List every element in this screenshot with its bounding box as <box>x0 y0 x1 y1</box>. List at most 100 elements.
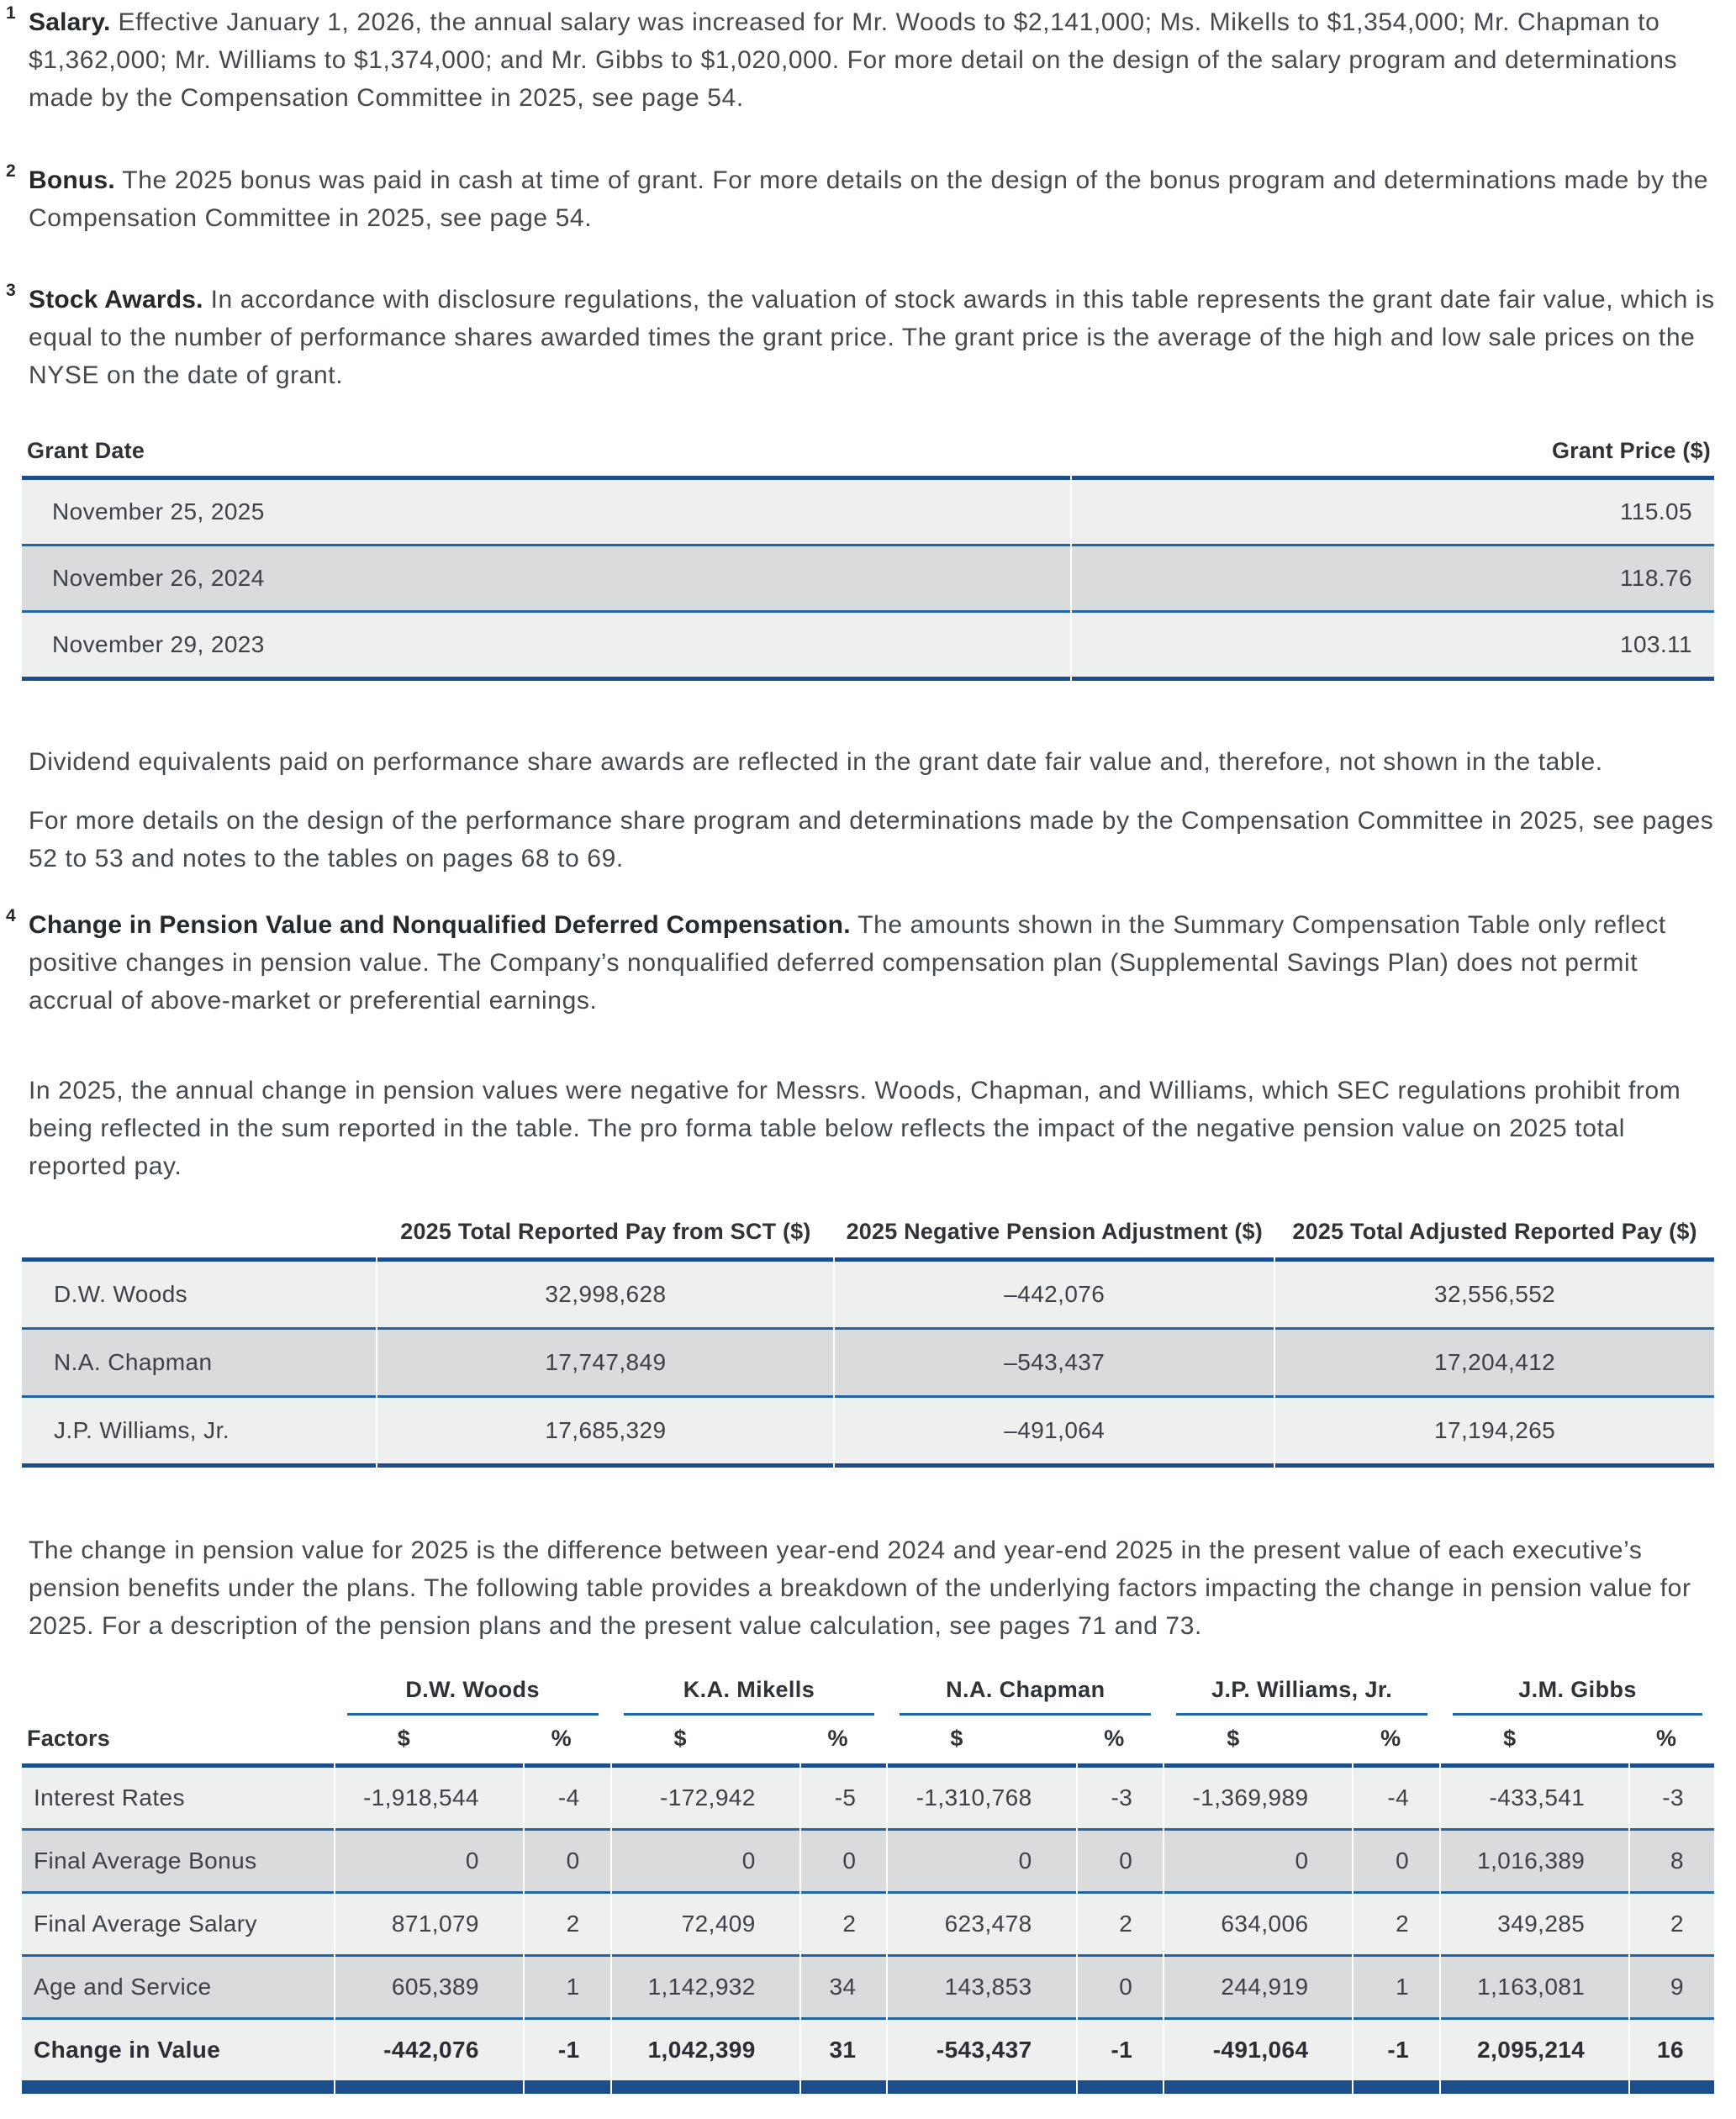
percent-value-cell: 34 <box>800 1957 887 2020</box>
percent-value-cell: 2 <box>800 1894 887 1957</box>
dollar-value-cell: 1,163,081 <box>1441 1957 1629 2020</box>
percent-value-cell: 8 <box>1630 1831 1714 1894</box>
percent-value-cell: 0 <box>1077 1831 1163 1894</box>
pro-forma-adjusted-header: 2025 Total Adjusted Reported Pay ($) <box>1275 1209 1714 1262</box>
dollar-value-cell: -543,437 <box>888 2020 1076 2094</box>
percent-value-cell: -4 <box>524 1768 610 1831</box>
dollar-value-cell: -1,369,989 <box>1164 1768 1353 1831</box>
percent-unit-header: % <box>800 1716 887 1768</box>
footnote-4-superscript: 4 <box>6 906 16 925</box>
executive-name-cell: J.P. Williams, Jr. <box>22 1398 377 1468</box>
grant-price-cell: 103.11 <box>1071 613 1714 681</box>
percent-unit-header: % <box>1353 1716 1440 1768</box>
sct-pay-cell: 17,685,329 <box>377 1398 834 1468</box>
grant-date-cell: November 29, 2023 <box>22 613 1070 681</box>
adjustment-cell: –442,076 <box>835 1262 1274 1330</box>
table-row: Interest Rates -1,918,544 -4 -172,942 -5… <box>22 1768 1714 1831</box>
percent-value-cell: 0 <box>524 1831 610 1894</box>
table-row: Final Average Salary 871,079 2 72,409 2 … <box>22 1894 1714 1957</box>
grant-date-column-header: Grant Date <box>22 436 1070 480</box>
dollar-value-cell: 0 <box>888 1831 1076 1894</box>
percent-value-cell: -5 <box>800 1768 887 1831</box>
factor-label-cell: Age and Service <box>22 1957 334 2020</box>
dollar-value-cell: -442,076 <box>335 2020 523 2094</box>
dollar-value-cell: -491,064 <box>1164 2020 1353 2094</box>
pro-forma-pay-table: 2025 Total Reported Pay from SCT ($) 202… <box>20 1209 1716 1468</box>
percent-value-cell: -3 <box>1077 1768 1163 1831</box>
percent-value-cell: 1 <box>1353 1957 1440 2020</box>
dollar-value-cell: 349,285 <box>1441 1894 1629 1957</box>
table-row: November 25, 2025 115.05 <box>22 480 1714 546</box>
dollar-value-cell: 1,042,399 <box>611 2020 799 2094</box>
dollar-value-cell: -1,918,544 <box>335 1768 523 1831</box>
dollar-value-cell: -172,942 <box>611 1768 799 1831</box>
percent-value-cell: -1 <box>524 2020 610 2094</box>
unit-header-row: Factors $ % $ % $ % $ % $ % <box>22 1716 1714 1768</box>
footnote-4-paragraph: Change in Pension Value and Nonqualified… <box>29 906 1716 1020</box>
footnote-2-bonus: 2 Bonus. The 2025 bonus was paid in cash… <box>6 161 1716 237</box>
percent-value-cell: 2 <box>1630 1894 1714 1957</box>
pension-factors-table: D.W. Woods K.A. Mikells N.A. Chapman J.P… <box>20 1675 1716 2094</box>
dollar-value-cell: 623,478 <box>888 1894 1076 1957</box>
dollar-value-cell: 0 <box>335 1831 523 1894</box>
footnote-4-pension: 4 Change in Pension Value and Nonqualifi… <box>6 906 1716 1020</box>
percent-unit-header: % <box>1630 1716 1714 1768</box>
dividend-equivalents-paragraph: Dividend equivalents paid on performance… <box>29 748 1603 776</box>
executive-group-header-row: D.W. Woods K.A. Mikells N.A. Chapman J.P… <box>22 1675 1714 1716</box>
change-in-value-total-row: Change in Value -442,076 -1 1,042,399 31… <box>22 2020 1714 2094</box>
footnote-3-stock-awards: 3 Stock Awards. In accordance with discl… <box>6 281 1716 394</box>
percent-value-cell: 9 <box>1630 1957 1714 2020</box>
dollar-value-cell: 0 <box>1164 1831 1353 1894</box>
table-row: D.W. Woods 32,998,628 –442,076 32,556,55… <box>22 1262 1714 1330</box>
footnote-1-text: Effective January 1, 2026, the annual sa… <box>29 8 1678 112</box>
grant-date-cell: November 25, 2025 <box>22 480 1070 546</box>
percent-value-cell: 1 <box>524 1957 610 2020</box>
pro-forma-adjustment-header: 2025 Negative Pension Adjustment ($) <box>835 1209 1274 1262</box>
factor-label-cell: Final Average Salary <box>22 1894 334 1957</box>
percent-value-cell: -3 <box>1630 1768 1714 1831</box>
performance-share-details-paragraph: For more details on the design of the pe… <box>29 807 1714 872</box>
factors-column-header: Factors <box>22 1716 334 1768</box>
grant-price-cell: 115.05 <box>1071 480 1714 546</box>
percent-value-cell: 2 <box>1077 1894 1163 1957</box>
footnote-1-superscript: 1 <box>6 3 16 23</box>
dollar-value-cell: 0 <box>611 1831 799 1894</box>
table-row: November 26, 2024 118.76 <box>22 546 1714 613</box>
dollar-value-cell: 1,016,389 <box>1441 1831 1629 1894</box>
percent-value-cell: -1 <box>1077 2020 1163 2094</box>
dollar-unit-header: $ <box>611 1716 799 1768</box>
percent-unit-header: % <box>524 1716 610 1768</box>
executive-name-cell: N.A. Chapman <box>22 1330 377 1398</box>
footnote-3-text: In accordance with disclosure regulation… <box>29 286 1715 389</box>
percent-value-cell: -1 <box>1353 2020 1440 2094</box>
dollar-value-cell: -433,541 <box>1441 1768 1629 1831</box>
grant-table-header-row: Grant Date Grant Price ($) <box>22 436 1714 480</box>
executive-group-header: D.W. Woods <box>335 1675 610 1716</box>
adjusted-pay-cell: 17,194,265 <box>1275 1398 1714 1468</box>
adjusted-pay-cell: 17,204,412 <box>1275 1330 1714 1398</box>
percent-value-cell: 2 <box>1353 1894 1440 1957</box>
footnote-2-paragraph: Bonus. The 2025 bonus was paid in cash a… <box>29 161 1716 237</box>
percent-value-cell: 0 <box>1353 1831 1440 1894</box>
adjusted-pay-cell: 32,556,552 <box>1275 1262 1714 1330</box>
dollar-value-cell: 72,409 <box>611 1894 799 1957</box>
footnote-4-term: Change in Pension Value and Nonqualified… <box>29 911 851 939</box>
dollar-value-cell: 143,853 <box>888 1957 1076 2020</box>
footnote-2-text: The 2025 bonus was paid in cash at time … <box>29 166 1709 232</box>
footnote-3-superscript: 3 <box>6 281 16 300</box>
dollar-value-cell: 1,142,932 <box>611 1957 799 2020</box>
percent-value-cell: 0 <box>800 1831 887 1894</box>
dollar-unit-header: $ <box>1164 1716 1353 1768</box>
table-row: November 29, 2023 103.11 <box>22 613 1714 681</box>
factor-label-cell: Interest Rates <box>22 1768 334 1831</box>
dollar-unit-header: $ <box>1441 1716 1629 1768</box>
factor-label-cell: Change in Value <box>22 2020 334 2094</box>
grant-price-column-header: Grant Price ($) <box>1071 436 1714 480</box>
percent-value-cell: 0 <box>1077 1957 1163 2020</box>
sct-pay-cell: 17,747,849 <box>377 1330 834 1398</box>
grant-price-cell: 118.76 <box>1071 546 1714 613</box>
percent-value-cell: 2 <box>524 1894 610 1957</box>
sct-pay-cell: 32,998,628 <box>377 1262 834 1330</box>
footnote-1-term: Salary. <box>29 8 111 36</box>
